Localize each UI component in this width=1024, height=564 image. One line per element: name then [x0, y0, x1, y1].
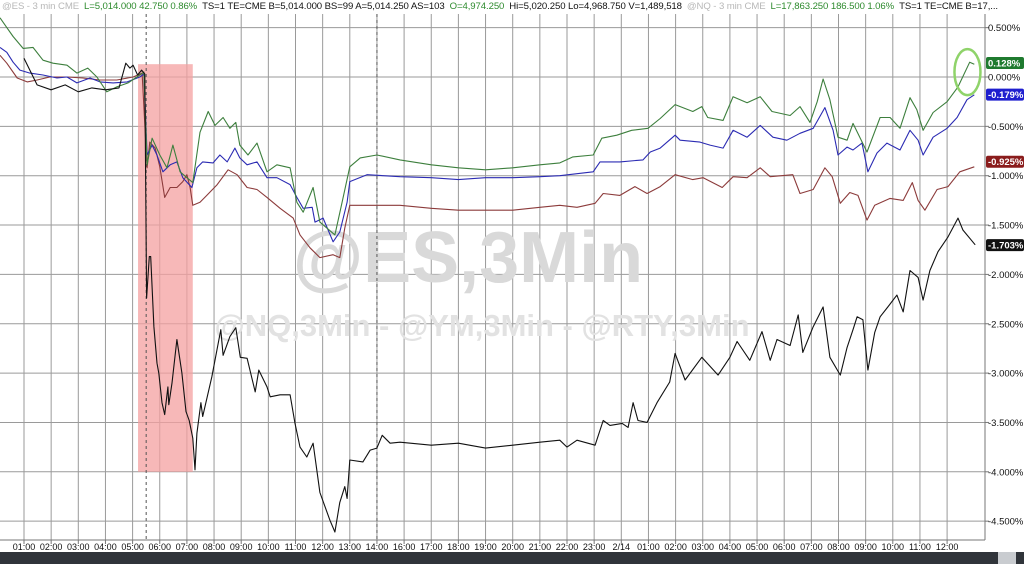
dashed-markers	[145, 14, 378, 540]
chart[interactable]: @ES,3Min @NQ,3Min - @YM,3Min - @RTY,3Min…	[0, 0, 1024, 552]
x-tick-label: 23:00	[583, 542, 606, 552]
y-tick-label: 0.500%	[988, 23, 1021, 34]
x-tick-label: 01:00	[637, 542, 660, 552]
nq-symbol: @NQ - 3 min CME	[686, 1, 766, 12]
x-tick-label: 11:00	[909, 542, 931, 552]
quote-header: @ES - 3 min CME L=5,014.000 42.750 0.86% T…	[2, 1, 1003, 14]
x-tick-label: 17:00	[420, 542, 443, 552]
y-axis: 0.500% 0.000% -0.500% -1.000% -1.500% -2.000%…	[984, 14, 1024, 540]
y-tick-label: -1.000%	[988, 171, 1024, 182]
last-value-tag-es	[986, 239, 1024, 252]
y-tick-label: 0.000%	[988, 73, 1021, 84]
x-tick-label: 18:00	[447, 542, 470, 552]
last-value-label-rty: -0.925%	[988, 157, 1024, 168]
last-value-tag-ym	[986, 88, 1024, 101]
x-tick-label: 19:00	[474, 542, 497, 552]
last-value-tags: -1.703% 0.128% -0.179% -0.925%	[986, 57, 1024, 252]
last-value-label-es: -1.703%	[988, 241, 1024, 252]
x-tick-label: 01:00	[13, 542, 36, 552]
nq-info: TS=1 TE=CME B=17,...	[899, 1, 998, 12]
x-tick-label: 09:00	[230, 542, 253, 552]
last-value-tag-rty	[986, 155, 1024, 168]
x-tick-label: 04:00	[719, 542, 742, 552]
last-value-label-nq: 0.128%	[988, 59, 1021, 70]
circle-annotation	[953, 47, 982, 97]
watermark-sub: @NQ,3Min - @YM,3Min - @RTY,3Min	[214, 308, 749, 343]
x-tick-label: 02:00	[40, 542, 63, 552]
y-tick-label: -3.000%	[988, 369, 1024, 380]
y-tick-label: -2.500%	[988, 319, 1024, 330]
y-tick-label: -1.500%	[988, 221, 1024, 232]
series-line-nq	[0, 17, 975, 236]
x-tick-label: 10:00	[882, 542, 905, 552]
x-tick-label: 06:00	[148, 542, 171, 552]
x-tick-label: 22:00	[556, 542, 579, 552]
x-tick-label: 08:00	[203, 542, 226, 552]
x-tick-label: 11:00	[285, 542, 307, 552]
x-tick-label: 20:00	[501, 542, 524, 552]
x-tick-label: 10:00	[257, 542, 280, 552]
x-tick-label: 05:00	[746, 542, 769, 552]
x-tick-label: 14:00	[366, 542, 389, 552]
x-tick-label: 02:00	[664, 542, 687, 552]
y-tick-label: -2.000%	[988, 270, 1024, 281]
x-tick-label: 05:00	[121, 542, 144, 552]
last-value-label-ym: -0.179%	[988, 90, 1024, 101]
x-tick-label: 09:00	[854, 542, 877, 552]
series-line-es	[23, 57, 976, 533]
nq-last: L=17,863.250 186.500 1.06%	[770, 1, 895, 12]
scrollbar-thumb[interactable]	[998, 552, 1016, 564]
x-tick-label: 21:00	[529, 542, 552, 552]
x-axis: 01:00 02:00 03:00 04:00 05:00 06:00 07:00 08:00…	[0, 539, 985, 552]
bottom-scrollbar[interactable]	[0, 552, 1024, 564]
last-value-tag-nq	[986, 57, 1024, 69]
y-tick-label: -4.000%	[988, 467, 1024, 478]
x-tick-label: 2/14	[613, 542, 631, 552]
x-tick-label: 08:00	[827, 542, 850, 552]
es-symbol: @ES - 3 min CME	[2, 1, 80, 12]
y-tick-label: -4.500%	[988, 517, 1024, 528]
watermark-main: @ES,3Min	[293, 218, 643, 298]
es-info: TS=1 TE=CME B=5,014.000 BS=99 A=5,014.25…	[202, 1, 445, 12]
x-tick-label: 13:00	[339, 542, 362, 552]
x-tick-label: 03:00	[67, 542, 90, 552]
x-tick-label: 06:00	[773, 542, 796, 552]
es-info2: Hi=5,020.250 Lo=4,968.750 V=1,489,518	[509, 1, 682, 12]
series-lines	[0, 17, 976, 533]
y-tick-label: -3.500%	[988, 418, 1024, 429]
x-tick-label: 12:00	[936, 542, 959, 552]
x-tick-label: 07:00	[800, 542, 823, 552]
x-tick-label: 16:00	[393, 542, 416, 552]
x-tick-label: 03:00	[691, 542, 714, 552]
y-tick-label: -0.500%	[988, 122, 1024, 133]
es-open: O=4,974.250	[449, 1, 505, 12]
x-tick-label: 04:00	[94, 542, 117, 552]
x-tick-label: 12:00	[311, 542, 334, 552]
es-last: L=5,014.000 42.750 0.86%	[84, 1, 198, 12]
x-tick-label: 07:00	[176, 542, 199, 552]
